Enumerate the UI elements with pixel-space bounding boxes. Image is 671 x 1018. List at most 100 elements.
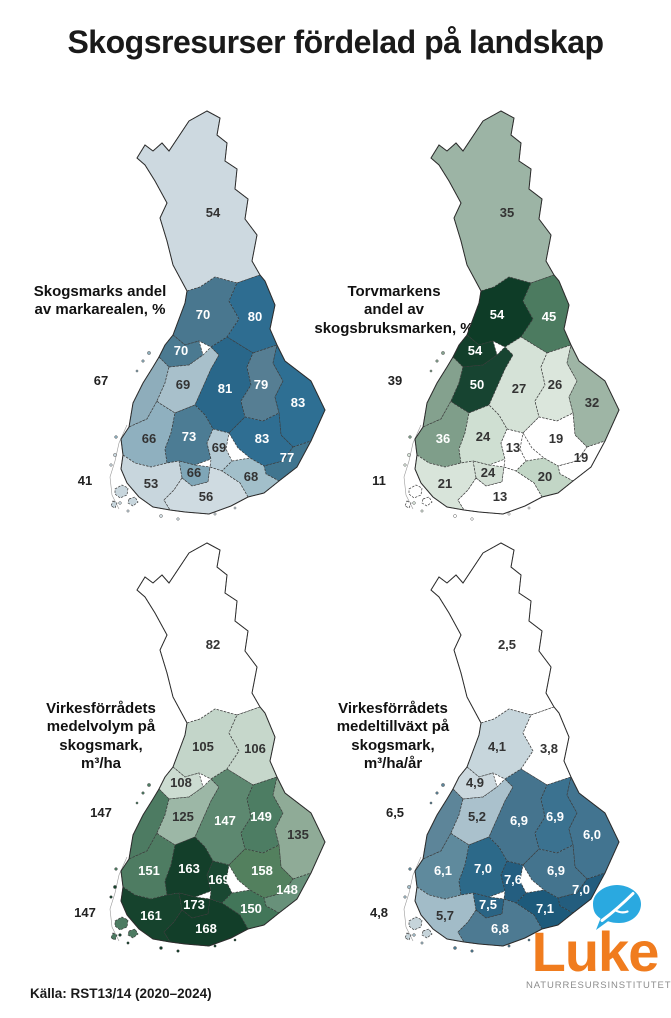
region-value-label: 6,8 (491, 921, 509, 936)
region-value-label: 70 (174, 343, 188, 358)
map-region-6 (450, 346, 514, 414)
map-forest-share: 54 70 80 70 67 69 81 79 83 66 73 69 83 77 66 68 53 56 41 (70, 103, 330, 528)
region-value-label: 7,0 (572, 882, 590, 897)
region-value-label: 149 (250, 809, 272, 824)
region-value-label: 6,9 (510, 813, 528, 828)
region-value-label: 7,6 (504, 872, 522, 887)
region-value-label: 77 (280, 450, 294, 465)
islet (113, 885, 117, 889)
map-region-11 (164, 836, 214, 898)
region-value-label: 7,5 (479, 897, 497, 912)
islet (147, 351, 151, 355)
region-value-label: 36 (436, 431, 450, 446)
region-value-label: 19 (549, 431, 563, 446)
islet (233, 938, 237, 942)
islet (147, 783, 151, 787)
region-value-label: 125 (172, 809, 194, 824)
region-value-label: 83 (255, 431, 269, 446)
region-value-label: 41 (78, 473, 92, 488)
islet (470, 517, 474, 521)
sea-boundary-line (403, 856, 422, 942)
region-value-label: 45 (542, 309, 556, 324)
islet (420, 941, 424, 945)
region-value-label: 68 (244, 469, 258, 484)
region-value-label: 147 (90, 805, 112, 820)
map-mean-volume: 82 105 106 108 147 125 147 149 135 151 163 169 158 14… (70, 535, 330, 960)
region-value-label: 6,0 (583, 827, 601, 842)
caption-line: skogsmark, (59, 736, 143, 754)
region-value-label: 6,9 (546, 809, 564, 824)
region-value-label: 11 (372, 473, 386, 488)
region-value-label: 80 (248, 309, 262, 324)
islet (441, 351, 445, 355)
map-region-19 (404, 916, 433, 941)
islet (507, 512, 511, 516)
map-region-19 (404, 484, 433, 509)
map-region-1 (430, 110, 555, 292)
islet (453, 946, 457, 950)
islet (408, 867, 412, 871)
region-value-label: 53 (144, 476, 158, 491)
islet (453, 514, 457, 518)
region-value-label: 69 (176, 377, 190, 392)
region-value-label: 135 (287, 827, 309, 842)
region-value-label: 108 (170, 775, 192, 790)
islet (114, 867, 118, 871)
region-value-label: 73 (182, 429, 196, 444)
region-value-label: 13 (493, 489, 507, 504)
region-value-label: 69 (212, 440, 226, 455)
map-peatland-share: 35 54 45 54 39 50 27 26 32 36 24 13 19 19 24 20 21 13 11 (364, 103, 624, 528)
region-value-label: 67 (94, 373, 108, 388)
region-value-label: 70 (196, 307, 210, 322)
region-value-label: 147 (74, 905, 96, 920)
sea-boundary-line (109, 856, 128, 942)
islet (408, 435, 412, 439)
map-region-11 (458, 404, 508, 466)
islet (527, 938, 531, 942)
region-value-label: 79 (254, 377, 268, 392)
islet (403, 463, 407, 467)
islet (429, 801, 433, 805)
region-value-label: 5,2 (468, 809, 486, 824)
islet (159, 514, 163, 518)
map-region-19 (110, 484, 139, 509)
country-outline (414, 542, 620, 947)
caption-line: Virkesförrådets (46, 700, 156, 717)
region-value-label: 24 (481, 465, 496, 480)
caption-forest-share: Skogsmarks andel av markarealen, % (16, 283, 184, 320)
islet (233, 506, 237, 510)
map-region-11 (458, 836, 508, 898)
country-outline (120, 110, 326, 515)
islet (527, 506, 531, 510)
islet (176, 517, 180, 521)
region-value-label: 81 (218, 381, 232, 396)
region-value-label: 39 (388, 373, 402, 388)
islet (109, 895, 113, 899)
map-region-1 (430, 542, 555, 724)
source-note: Källa: RST13/14 (2020–2024) (30, 986, 212, 1001)
caption-line: Skogsmarks andel (33, 283, 167, 300)
islet (507, 944, 511, 948)
country-outline (120, 542, 326, 947)
islet (412, 933, 416, 937)
caption-line: skogsmark, (351, 736, 435, 754)
caption-line: av markarealen, % (34, 301, 166, 319)
luke-wordmark: Luke (531, 920, 660, 983)
map-region-6 (156, 778, 220, 846)
islet (118, 933, 122, 937)
region-value-label: 7,1 (536, 901, 554, 916)
caption-peatland-share: Torvmarkens andel av skogsbruksmarken, % (303, 283, 485, 338)
islet (420, 509, 424, 513)
islet (126, 509, 130, 513)
islet (141, 359, 145, 363)
caption-mean-volume: Virkesförrådets medelvolym på skogsmark, m³… (12, 700, 190, 773)
region-value-label: 151 (138, 863, 160, 878)
map-region-1 (136, 110, 261, 292)
page-title: Skogsresurser fördelad på landskap (67, 24, 604, 60)
caption-mean-growth: Virkesförrådets medeltillväxt på skogsmark… (302, 700, 484, 773)
region-value-label: 50 (470, 377, 484, 392)
region-value-label: 148 (276, 882, 298, 897)
region-value-label: 66 (187, 465, 201, 480)
region-value-label: 19 (574, 450, 588, 465)
